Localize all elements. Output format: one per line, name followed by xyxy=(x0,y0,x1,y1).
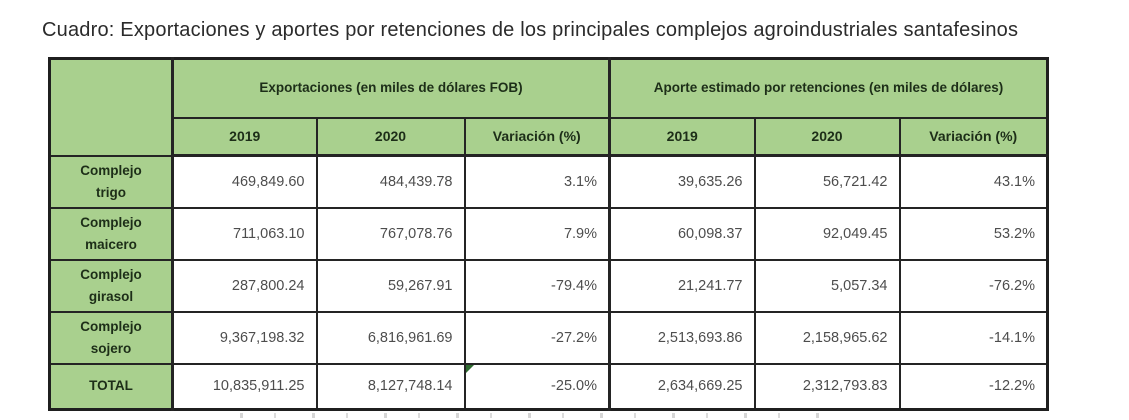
group-header-row: Exportaciones (en miles de dólares FOB) … xyxy=(48,57,1049,157)
cell-aporte-variacion: 53.2% xyxy=(898,206,1049,261)
excel-corner-marker-icon xyxy=(466,365,474,373)
cell-aporte-2019: 21,241.77 xyxy=(608,258,756,313)
cell-export-2020: 484,439.78 xyxy=(315,154,466,209)
cell-export-2019: 711,063.10 xyxy=(171,206,318,261)
col-header-aporte-variacion: Variación (%) xyxy=(898,116,1049,157)
table-row-complejo-sojero: Complejo sojero 9,367,198.32 6,816,961.6… xyxy=(48,310,1049,365)
cell-export-2020: 767,078.76 xyxy=(315,206,466,261)
cell-export-2019: 10,835,911.25 xyxy=(171,362,318,411)
row-label: TOTAL xyxy=(48,362,174,411)
cell-export-2019: 469,849.60 xyxy=(171,154,318,209)
cell-aporte-variacion: -14.1% xyxy=(898,310,1049,365)
cell-value: -25.0% xyxy=(551,378,597,395)
corner-cell xyxy=(48,57,174,157)
cut-off-source-text xyxy=(240,413,840,418)
cell-aporte-2020: 56,721.42 xyxy=(753,154,901,209)
cell-aporte-2020: 2,158,965.62 xyxy=(753,310,901,365)
cell-aporte-variacion: -12.2% xyxy=(898,362,1049,411)
col-header-aporte-2019: 2019 xyxy=(608,116,756,157)
table-row-total: TOTAL 10,835,911.25 8,127,748.14 -25.0% … xyxy=(48,362,1049,411)
cell-export-2020: 59,267.91 xyxy=(315,258,466,313)
cell-aporte-2019: 39,635.26 xyxy=(608,154,756,209)
cell-aporte-2020: 5,057.34 xyxy=(753,258,901,313)
row-label: Complejo trigo xyxy=(48,154,174,209)
cell-export-variacion: 7.9% xyxy=(463,206,611,261)
cell-export-variacion: -79.4% xyxy=(463,258,611,313)
table-row-complejo-maicero: Complejo maicero 711,063.10 767,078.76 7… xyxy=(48,206,1049,261)
cell-aporte-2019: 60,098.37 xyxy=(608,206,756,261)
cell-aporte-2019: 2,513,693.86 xyxy=(608,310,756,365)
cell-aporte-variacion: 43.1% xyxy=(898,154,1049,209)
col-header-exportaciones-variacion: Variación (%) xyxy=(463,116,611,157)
cell-export-2020: 6,816,961.69 xyxy=(315,310,466,365)
cell-export-2019: 9,367,198.32 xyxy=(171,310,318,365)
cell-aporte-2020: 2,312,793.83 xyxy=(753,362,901,411)
group-header-aporte-retenciones: Aporte estimado por retenciones (en mile… xyxy=(608,57,1049,119)
cell-aporte-2020: 92,049.45 xyxy=(753,206,901,261)
page-title: Cuadro: Exportaciones y aportes por rete… xyxy=(42,19,1019,41)
cell-export-2019: 287,800.24 xyxy=(171,258,318,313)
exports-retentions-table: Exportaciones (en miles de dólares FOB) … xyxy=(48,57,1049,411)
row-label: Complejo girasol xyxy=(48,258,174,313)
col-header-aporte-2020: 2020 xyxy=(753,116,901,157)
column-header-row: 2019 2020 Variación (%) 2019 2020 Variac… xyxy=(50,116,1049,157)
cell-export-variacion: -25.0% xyxy=(463,362,611,411)
table-row-complejo-girasol: Complejo girasol 287,800.24 59,267.91 -7… xyxy=(48,258,1049,313)
cell-export-variacion: 3.1% xyxy=(463,154,611,209)
table-row-complejo-trigo: Complejo trigo 469,849.60 484,439.78 3.1… xyxy=(48,154,1049,209)
cell-export-2020: 8,127,748.14 xyxy=(315,362,466,411)
cell-aporte-2019: 2,634,669.25 xyxy=(608,362,756,411)
row-label: Complejo maicero xyxy=(48,206,174,261)
col-header-exportaciones-2019: 2019 xyxy=(171,116,318,157)
cell-export-variacion: -27.2% xyxy=(463,310,611,365)
col-header-exportaciones-2020: 2020 xyxy=(315,116,466,157)
group-header-exportaciones: Exportaciones (en miles de dólares FOB) xyxy=(171,57,611,119)
row-label: Complejo sojero xyxy=(48,310,174,365)
cell-aporte-variacion: -76.2% xyxy=(898,258,1049,313)
